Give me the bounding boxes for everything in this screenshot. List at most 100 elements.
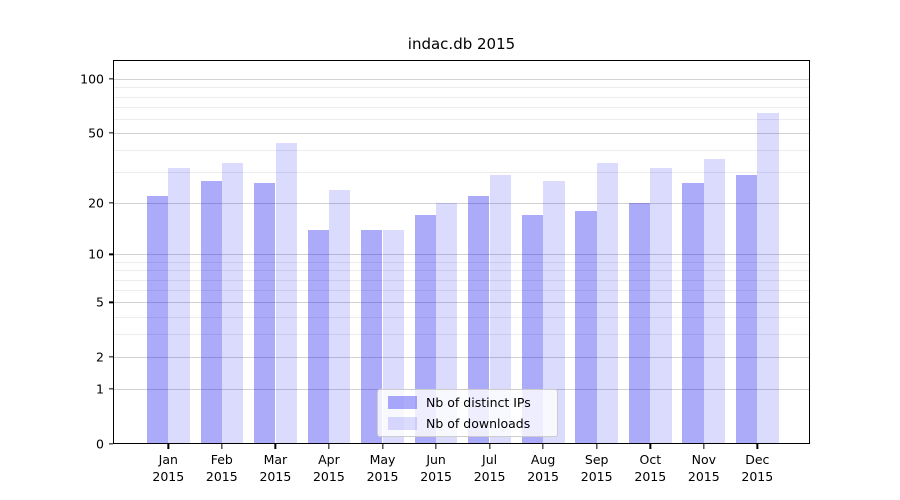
bar-distinct-ips-sep — [575, 211, 597, 444]
x-tick-label: Jun 2015 — [420, 451, 452, 485]
x-tick-mark — [167, 444, 169, 449]
x-tick-month: Dec — [745, 452, 770, 467]
x-tick-year: 2015 — [527, 469, 559, 484]
bar-distinct-ips-mar — [254, 183, 276, 444]
y-tick-mark — [108, 78, 113, 80]
x-tick-year: 2015 — [741, 469, 774, 484]
y-tick-mark — [108, 132, 113, 134]
bar-downloads-mar — [275, 143, 297, 444]
x-tick-mark — [649, 444, 651, 449]
bar-downloads-jun — [436, 203, 458, 444]
gridline-minor — [113, 261, 810, 263]
x-tick-month: May — [369, 452, 396, 467]
x-tick-label: Mar 2015 — [259, 451, 291, 485]
bar-distinct-ips-jun — [414, 215, 436, 444]
bar-downloads-jan — [168, 167, 190, 444]
x-tick-year: 2015 — [420, 469, 452, 484]
y-tick-mark — [108, 301, 113, 303]
x-tick-label: Dec 2015 — [741, 451, 773, 485]
bar-downloads-apr — [329, 189, 351, 444]
x-tick-label: Nov 2015 — [688, 451, 720, 485]
legend-swatch-distinct-ips — [388, 396, 417, 410]
gridline-minor — [113, 150, 810, 152]
y-tick-label: 20 — [88, 195, 104, 211]
x-tick-label: Jul 2015 — [474, 451, 506, 485]
bar-distinct-ips-oct — [628, 203, 651, 444]
x-tick-mark — [435, 444, 437, 449]
y-tick-mark — [108, 356, 113, 358]
y-tick-mark — [108, 443, 113, 445]
bar-distinct-ips-jan — [146, 196, 169, 444]
x-tick-mark — [488, 444, 491, 449]
x-tick-month: Jul — [482, 452, 498, 467]
gridline-minor — [113, 290, 810, 292]
gridline-major — [113, 254, 810, 256]
x-tick-month: Nov — [691, 452, 716, 467]
x-tick-month: Apr — [318, 452, 340, 467]
x-tick-label: Feb 2015 — [206, 451, 238, 485]
gridline-major — [113, 203, 810, 205]
gridline-minor — [113, 270, 810, 272]
x-tick-year: 2015 — [634, 469, 667, 484]
x-tick-year: 2015 — [152, 469, 185, 484]
bar-distinct-ips-jul — [468, 196, 490, 444]
y-tick-label: 2 — [96, 349, 104, 365]
x-tick-label: Jan 2015 — [152, 451, 184, 485]
y-tick-mark — [108, 253, 113, 256]
gridline-major — [113, 133, 810, 135]
bar-distinct-ips-feb — [200, 180, 222, 444]
x-tick-label: Oct 2015 — [634, 451, 666, 485]
legend-row-distinct-ips: Nb of distinct IPs — [388, 395, 557, 410]
x-tick-mark — [221, 444, 223, 449]
bar-distinct-ips-dec — [735, 175, 758, 444]
x-tick-year: 2015 — [580, 469, 613, 484]
x-tick-label: Sep 2015 — [581, 451, 613, 485]
x-tick-month: Aug — [530, 452, 556, 467]
x-tick-mark — [596, 444, 598, 449]
x-tick-year: 2015 — [205, 469, 238, 484]
legend-row-downloads: Nb of downloads — [388, 416, 557, 431]
gridline-minor — [113, 334, 810, 336]
x-tick-year: 2015 — [366, 469, 399, 484]
y-tick-label: 100 — [80, 71, 104, 87]
gridline-minor — [113, 118, 810, 120]
x-tick-label: May 2015 — [367, 451, 399, 485]
bar-downloads-aug — [543, 180, 565, 444]
x-tick-month: Jan — [158, 452, 178, 467]
bar-downloads-sep — [596, 162, 619, 444]
y-tick-label: 10 — [88, 246, 104, 262]
gridline-minor — [113, 87, 810, 89]
x-tick-mark — [328, 444, 330, 449]
x-tick-month: Mar — [263, 452, 288, 467]
gridline-major — [113, 79, 810, 80]
gridline-minor — [113, 106, 810, 108]
bar-downloads-jul — [489, 175, 511, 444]
y-tick-label: 0 — [96, 436, 104, 452]
legend-swatch-downloads — [388, 416, 417, 430]
x-tick-month: Jun — [426, 452, 446, 467]
gridline-minor — [113, 279, 810, 281]
x-tick-year: 2015 — [312, 469, 345, 484]
gridline-minor — [113, 96, 810, 98]
x-tick-month: Feb — [210, 452, 233, 467]
bar-distinct-ips-aug — [521, 215, 543, 444]
bar-distinct-ips-nov — [682, 183, 704, 444]
legend-label-downloads: Nb of downloads — [426, 415, 531, 431]
gridline-minor — [113, 316, 810, 318]
legend: Nb of distinct IPs Nb of downloads — [377, 389, 558, 437]
x-tick-year: 2015 — [473, 469, 506, 484]
x-tick-mark — [274, 444, 277, 449]
bar-downloads-oct — [650, 167, 672, 444]
gridline-major — [113, 302, 810, 304]
x-tick-year: 2015 — [259, 469, 292, 484]
y-tick-label: 5 — [96, 294, 104, 310]
y-tick-label: 50 — [88, 125, 104, 141]
bar-layer — [113, 60, 810, 444]
gridline-minor — [113, 172, 810, 174]
y-tick-mark — [108, 202, 113, 204]
x-tick-mark — [542, 444, 544, 449]
x-tick-month: Sep — [584, 452, 609, 467]
legend-label-distinct-ips: Nb of distinct IPs — [426, 395, 531, 411]
bar-downloads-dec — [757, 112, 779, 444]
